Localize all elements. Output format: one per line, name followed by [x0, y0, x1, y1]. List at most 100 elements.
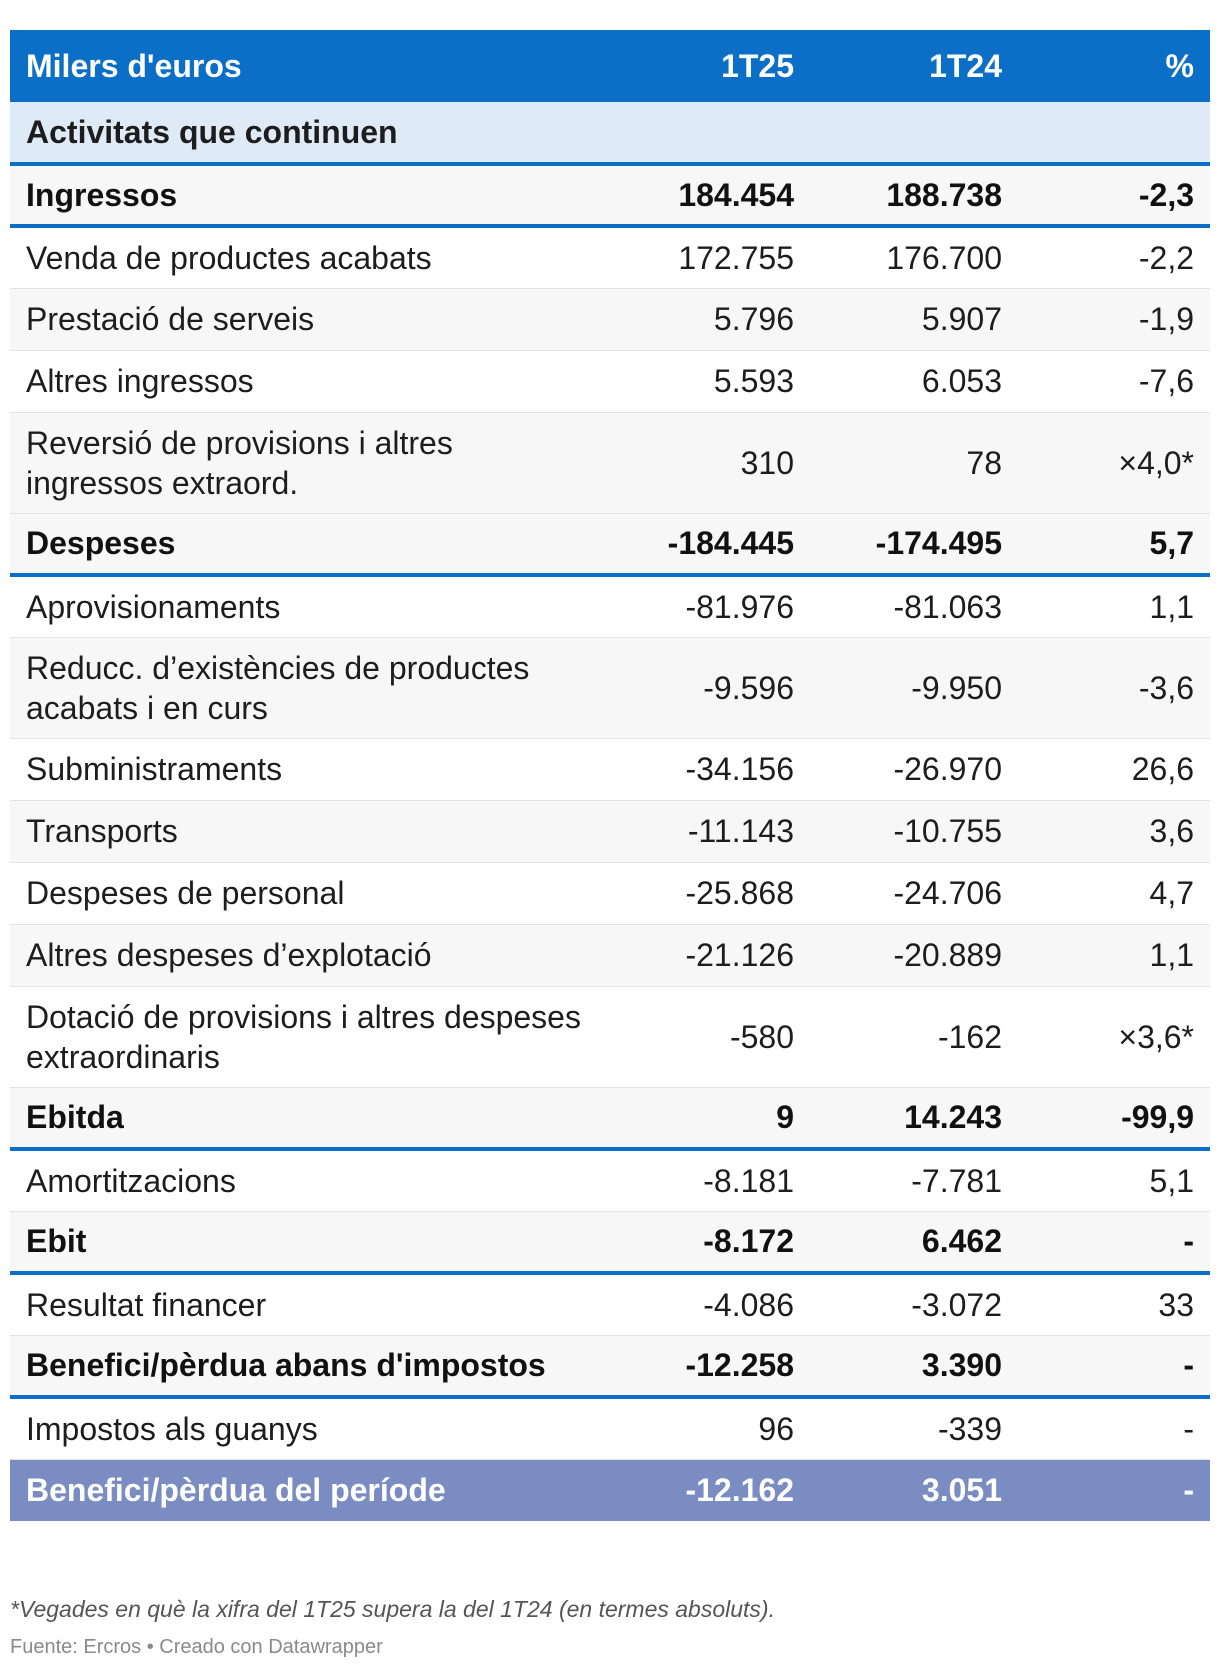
value-1t25: -8.172 [703, 1223, 794, 1260]
value-1t25: 310 [740, 444, 794, 481]
footnote: *Vegades en què la xifra del 1T25 supera… [10, 1596, 775, 1622]
value-1t24: 3.051 [921, 1472, 1002, 1509]
value-percent: - [1183, 1410, 1194, 1447]
table-row: Reducc. d’existències de productes acaba… [10, 637, 1210, 738]
row-label: Despeses de personal [26, 875, 345, 911]
table-row: Amortitzacions -8.181 -7.781 5,1 [10, 1149, 1210, 1211]
value-percent: - [1183, 1472, 1194, 1509]
column-header-percent: % [1165, 48, 1194, 84]
value-1t25: -580 [729, 1018, 794, 1055]
value-percent: - [1183, 1347, 1194, 1384]
subtotal-row: Benefici/pèrdua abans d'impostos -12.258 3… [10, 1335, 1210, 1397]
subtotal-row: Ingressos 184.454 188.738 -2,3 [10, 164, 1210, 226]
row-label: Benefici/pèrdua del període [26, 1472, 446, 1509]
value-1t25: -8.181 [703, 1162, 794, 1199]
value-1t25: -34.156 [685, 751, 794, 787]
table-row: Aprovisionaments -81.976 -81.063 1,1 [10, 575, 1210, 637]
table-row: Prestació de serveis 5.796 5.907 -1,9 [10, 288, 1210, 350]
row-label: Dotació de provisions i altres despeses … [26, 998, 581, 1075]
value-percent: - [1183, 1223, 1194, 1260]
value-1t24: 188.738 [886, 177, 1002, 213]
value-1t24: -3.072 [911, 1286, 1002, 1323]
value-1t25: 5.796 [713, 301, 794, 337]
value-percent: -3,6 [1138, 669, 1194, 706]
source-credit: Fuente: Ercros • Creado con Datawrapper [10, 1636, 383, 1658]
results-table: Milers d'euros 1T25 1T24 % Activitats qu… [10, 30, 1210, 1521]
table-row: Subministraments -34.156 -26.970 26,6 [10, 738, 1210, 800]
value-1t24: 6.053 [921, 363, 1002, 399]
value-percent: -2,2 [1138, 239, 1194, 276]
value-1t25: -12.258 [685, 1347, 794, 1384]
value-1t25: 5.593 [713, 363, 794, 399]
subtotal-row: Ebit -8.172 6.462 - [10, 1211, 1210, 1273]
value-1t24: -174.495 [875, 525, 1002, 562]
row-label: Aprovisionaments [26, 588, 281, 625]
value-percent: 5,7 [1149, 525, 1194, 562]
table-row: Venda de productes acabats 172.755 176.700… [10, 226, 1210, 288]
section-row: Activitats que continuen [10, 102, 1210, 164]
column-header-1t25: 1T25 [721, 48, 794, 84]
value-1t24: 6.462 [921, 1223, 1002, 1260]
value-1t25: -184.445 [667, 525, 794, 562]
row-label: Reversió de provisions i altres ingresso… [26, 424, 453, 501]
row-label: Transports [26, 813, 178, 849]
row-label: Resultat financer [26, 1286, 267, 1323]
value-1t25: -81.976 [685, 588, 794, 625]
value-percent: -7,6 [1138, 363, 1194, 399]
value-1t24: -339 [937, 1410, 1002, 1447]
value-percent: ×3,6* [1118, 1018, 1194, 1055]
column-header-1t24: 1T24 [929, 48, 1002, 84]
value-1t25: 172.755 [678, 239, 794, 276]
value-1t25: 9 [776, 1099, 794, 1136]
value-1t24: -20.889 [893, 937, 1002, 973]
table-row: Reversió de provisions i altres ingresso… [10, 412, 1210, 513]
row-label: Ingressos [26, 177, 178, 213]
row-label: Subministraments [26, 751, 283, 787]
value-percent: 1,1 [1149, 937, 1194, 973]
value-percent: 1,1 [1149, 588, 1194, 625]
value-1t24: 78 [966, 444, 1002, 481]
row-label: Prestació de serveis [26, 301, 315, 337]
row-label: Despeses [26, 525, 176, 562]
value-percent: 5,1 [1149, 1162, 1194, 1199]
value-1t25: 96 [758, 1410, 794, 1447]
row-label: Amortitzacions [26, 1162, 236, 1199]
section-label: Activitats que continuen [26, 114, 398, 150]
table-row: Despeses de personal -25.868 -24.706 4,7 [10, 862, 1210, 924]
value-1t24: -10.755 [893, 813, 1002, 849]
row-label: Reducc. d’existències de productes acaba… [26, 649, 530, 726]
value-1t24: -81.063 [893, 588, 1002, 625]
value-1t24: -162 [937, 1018, 1002, 1055]
row-label: Venda de productes acabats [26, 239, 432, 276]
total-row: Benefici/pèrdua del període -12.162 3.051 - [10, 1459, 1210, 1521]
value-1t24: 5.907 [921, 301, 1002, 337]
value-1t25: -25.868 [685, 875, 794, 911]
table-row: Altres despeses d’explotació -21.126 -20.8… [10, 924, 1210, 986]
row-label: Benefici/pèrdua abans d'impostos [26, 1347, 546, 1384]
value-percent: 3,6 [1149, 813, 1194, 849]
row-label: Impostos als guanys [26, 1410, 318, 1447]
value-1t24: -9.950 [911, 669, 1002, 706]
row-label: Altres ingressos [26, 363, 254, 399]
table-row: Impostos als guanys 96 -339 - [10, 1397, 1210, 1459]
value-percent: -1,9 [1138, 301, 1194, 337]
value-1t24: -24.706 [893, 875, 1002, 911]
subtotal-row: Ebitda 9 14.243 -99,9 [10, 1087, 1210, 1149]
value-percent: -2,3 [1138, 177, 1194, 213]
value-1t24: 3.390 [921, 1347, 1002, 1384]
table-row: Dotació de provisions i altres despeses … [10, 986, 1210, 1087]
value-1t24: 14.243 [904, 1099, 1002, 1136]
subtotal-row: Despeses -184.445 -174.495 5,7 [10, 513, 1210, 575]
value-percent: 4,7 [1149, 875, 1194, 911]
value-1t24: -7.781 [911, 1162, 1002, 1199]
value-percent: -99,9 [1121, 1099, 1194, 1136]
table-row: Transports -11.143 -10.755 3,6 [10, 800, 1210, 862]
value-1t24: -26.970 [893, 751, 1002, 787]
row-label: Altres despeses d’explotació [26, 937, 432, 973]
column-header-label: Milers d'euros [26, 48, 242, 84]
value-1t25: -11.143 [687, 813, 794, 849]
row-label: Ebit [26, 1223, 87, 1260]
table-row: Resultat financer -4.086 -3.072 33 [10, 1273, 1210, 1335]
value-1t25: -4.086 [703, 1286, 794, 1323]
row-label: Ebitda [26, 1099, 124, 1136]
